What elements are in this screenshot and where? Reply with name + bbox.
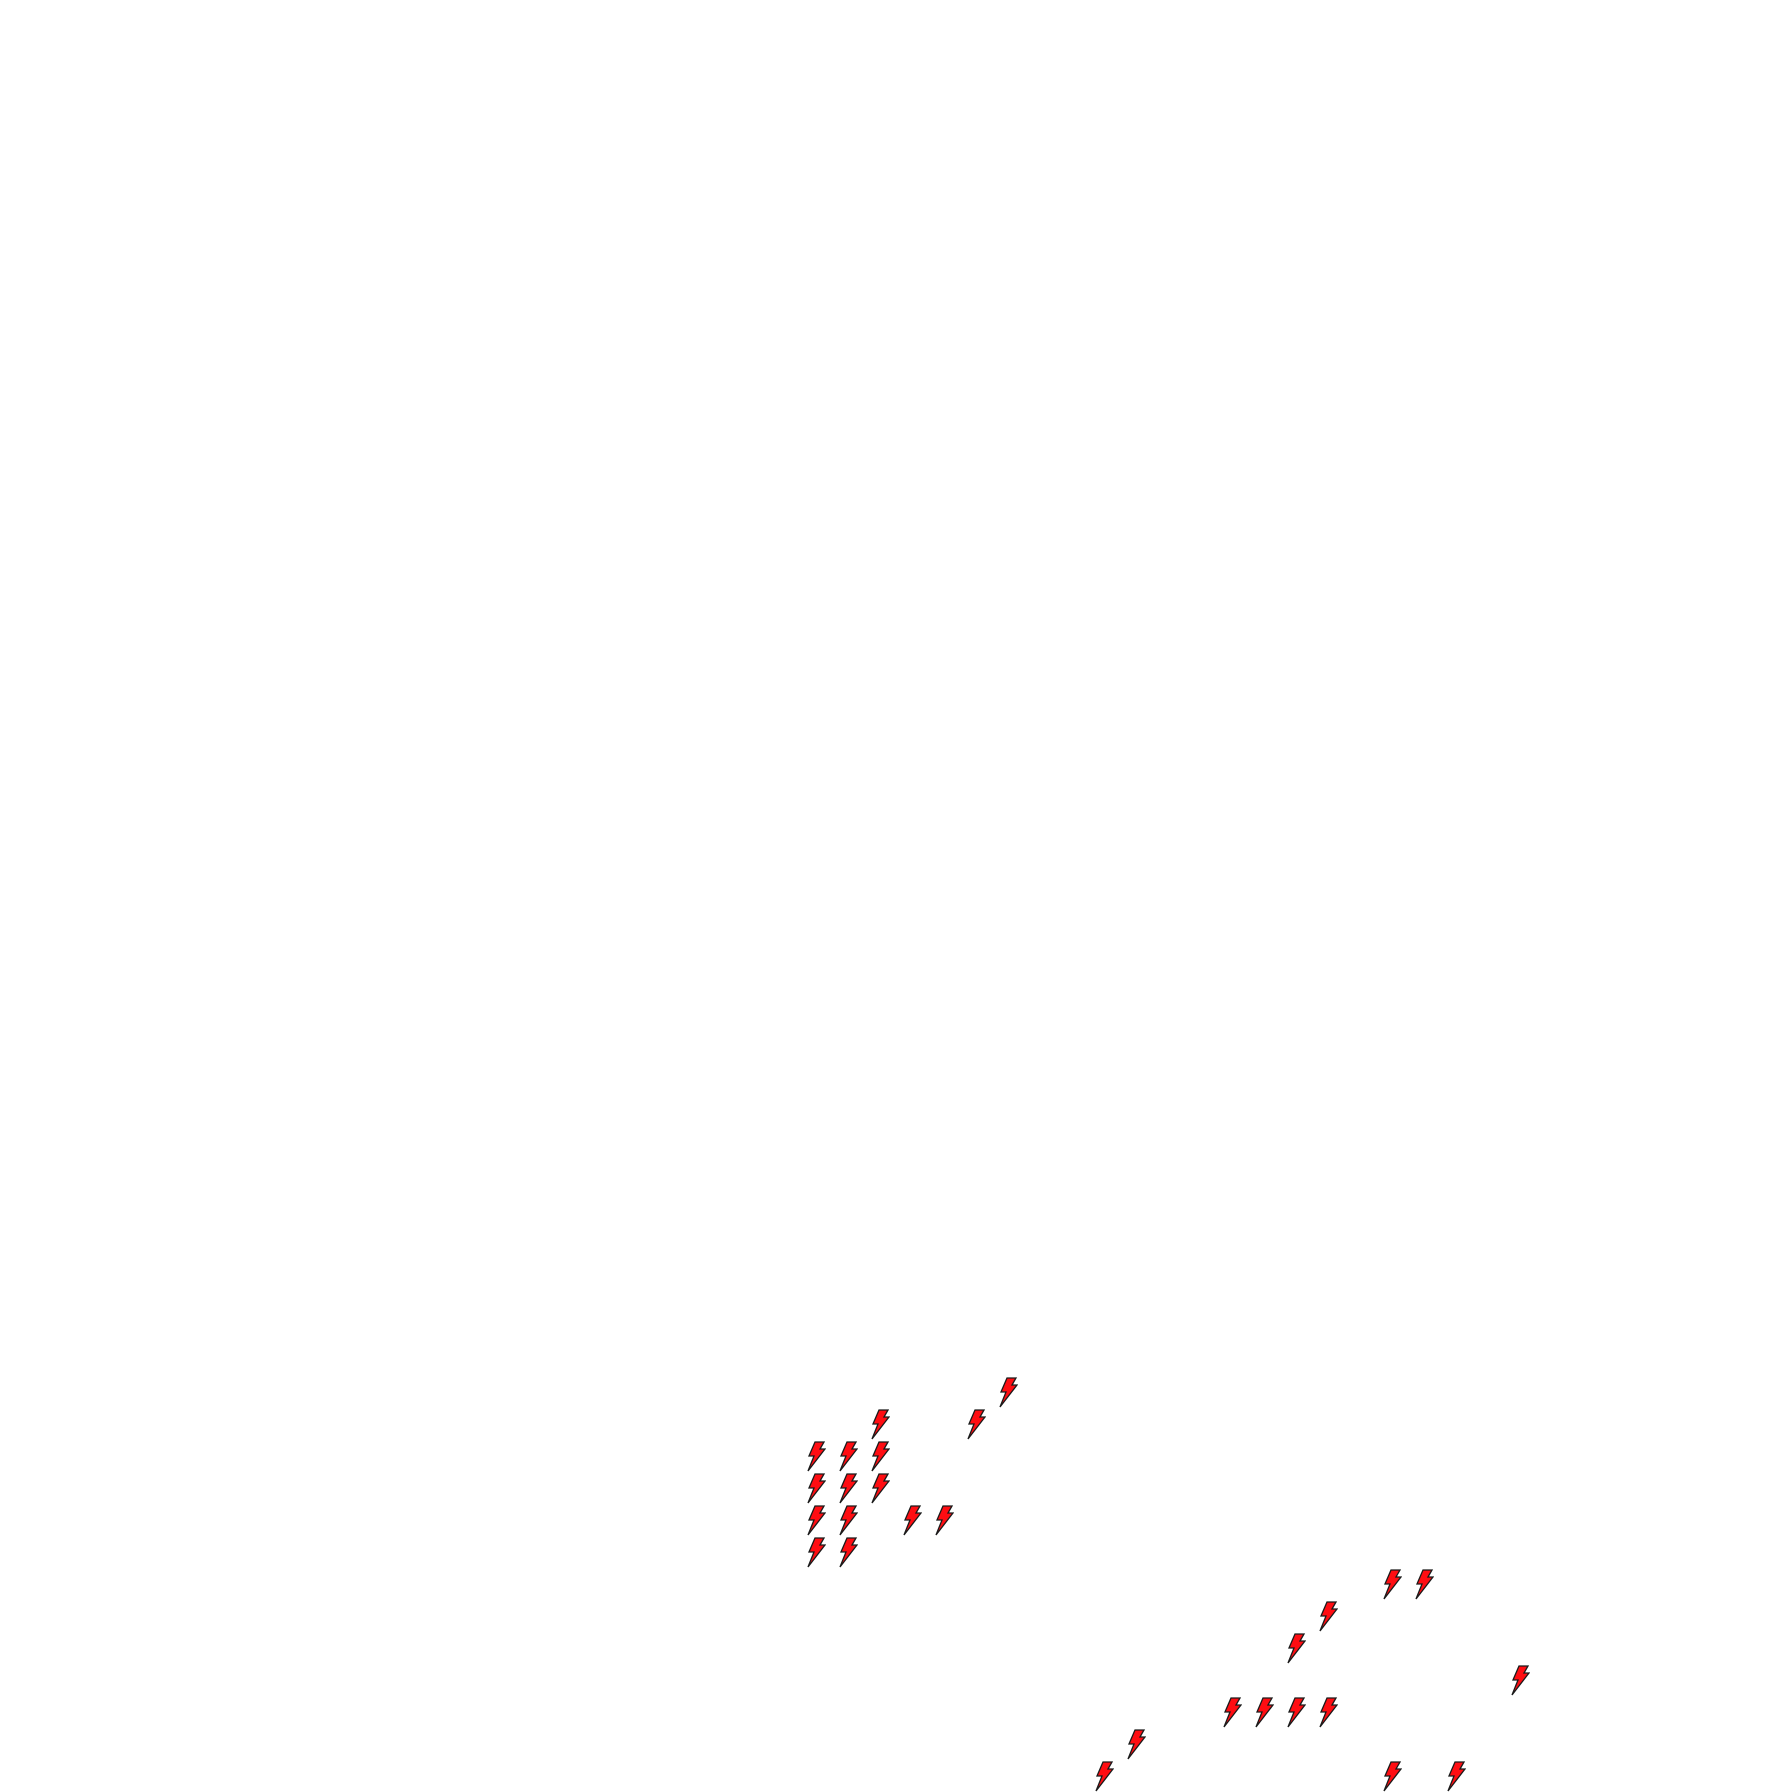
lightning-marker[interactable] [1382,1761,1402,1792]
lightning-marker[interactable] [902,1505,922,1536]
lightning-bolt-icon [807,1441,826,1472]
lightning-marker[interactable] [1286,1697,1306,1728]
lightning-bolt-icon [1447,1761,1466,1792]
lightning-bolt-icon [1415,1569,1434,1600]
lightning-bolt-icon [839,1441,858,1472]
lightning-bolt-icon [1223,1697,1242,1728]
lightning-bolt-icon [1383,1569,1402,1600]
lightning-marker[interactable] [1414,1569,1434,1600]
lightning-marker[interactable] [838,1473,858,1504]
lightning-bolt-icon [807,1505,826,1536]
lightning-marker[interactable] [806,1473,826,1504]
lightning-marker[interactable] [1318,1601,1338,1632]
lightning-bolt-icon [1319,1601,1338,1632]
lightning-marker[interactable] [806,1537,826,1568]
lightning-marker[interactable] [806,1441,826,1472]
lightning-bolt-icon [1287,1633,1306,1664]
lightning-marker[interactable] [1254,1697,1274,1728]
lightning-bolt-icon [1095,1761,1114,1792]
lightning-marker[interactable] [1222,1697,1242,1728]
lightning-marker[interactable] [1382,1569,1402,1600]
lightning-marker[interactable] [838,1537,858,1568]
lightning-marker[interactable] [870,1473,890,1504]
lightning-bolt-icon [871,1441,890,1472]
lightning-marker[interactable] [1318,1697,1338,1728]
lightning-bolt-icon [1511,1665,1530,1696]
lightning-bolt-icon [999,1377,1018,1408]
lightning-bolt-icon [839,1537,858,1568]
lightning-marker[interactable] [966,1409,986,1440]
lightning-marker[interactable] [870,1441,890,1472]
lightning-marker[interactable] [870,1409,890,1440]
lightning-bolt-icon [839,1505,858,1536]
lightning-bolt-icon [935,1505,954,1536]
lightning-bolt-icon [871,1409,890,1440]
lightning-bolt-icon [807,1473,826,1504]
lightning-marker[interactable] [838,1505,858,1536]
lightning-marker[interactable] [1446,1761,1466,1792]
lightning-marker[interactable] [998,1377,1018,1408]
lightning-bolt-icon [1383,1761,1402,1792]
lightning-bolt-icon [967,1409,986,1440]
lightning-bolt-icon [1287,1697,1306,1728]
lightning-marker[interactable] [1126,1729,1146,1760]
lightning-bolt-icon [839,1473,858,1504]
lightning-marker[interactable] [1094,1761,1114,1792]
lightning-marker[interactable] [838,1441,858,1472]
lightning-marker[interactable] [1510,1665,1530,1696]
lightning-bolt-icon [871,1473,890,1504]
lightning-bolt-icon [1255,1697,1274,1728]
lightning-bolt-icon [1127,1729,1146,1760]
lightning-bolt-icon [1319,1697,1338,1728]
lightning-marker[interactable] [806,1505,826,1536]
lightning-bolt-icon [903,1505,922,1536]
lightning-marker[interactable] [934,1505,954,1536]
lightning-bolt-icon [807,1537,826,1568]
lightning-marker[interactable] [1286,1633,1306,1664]
